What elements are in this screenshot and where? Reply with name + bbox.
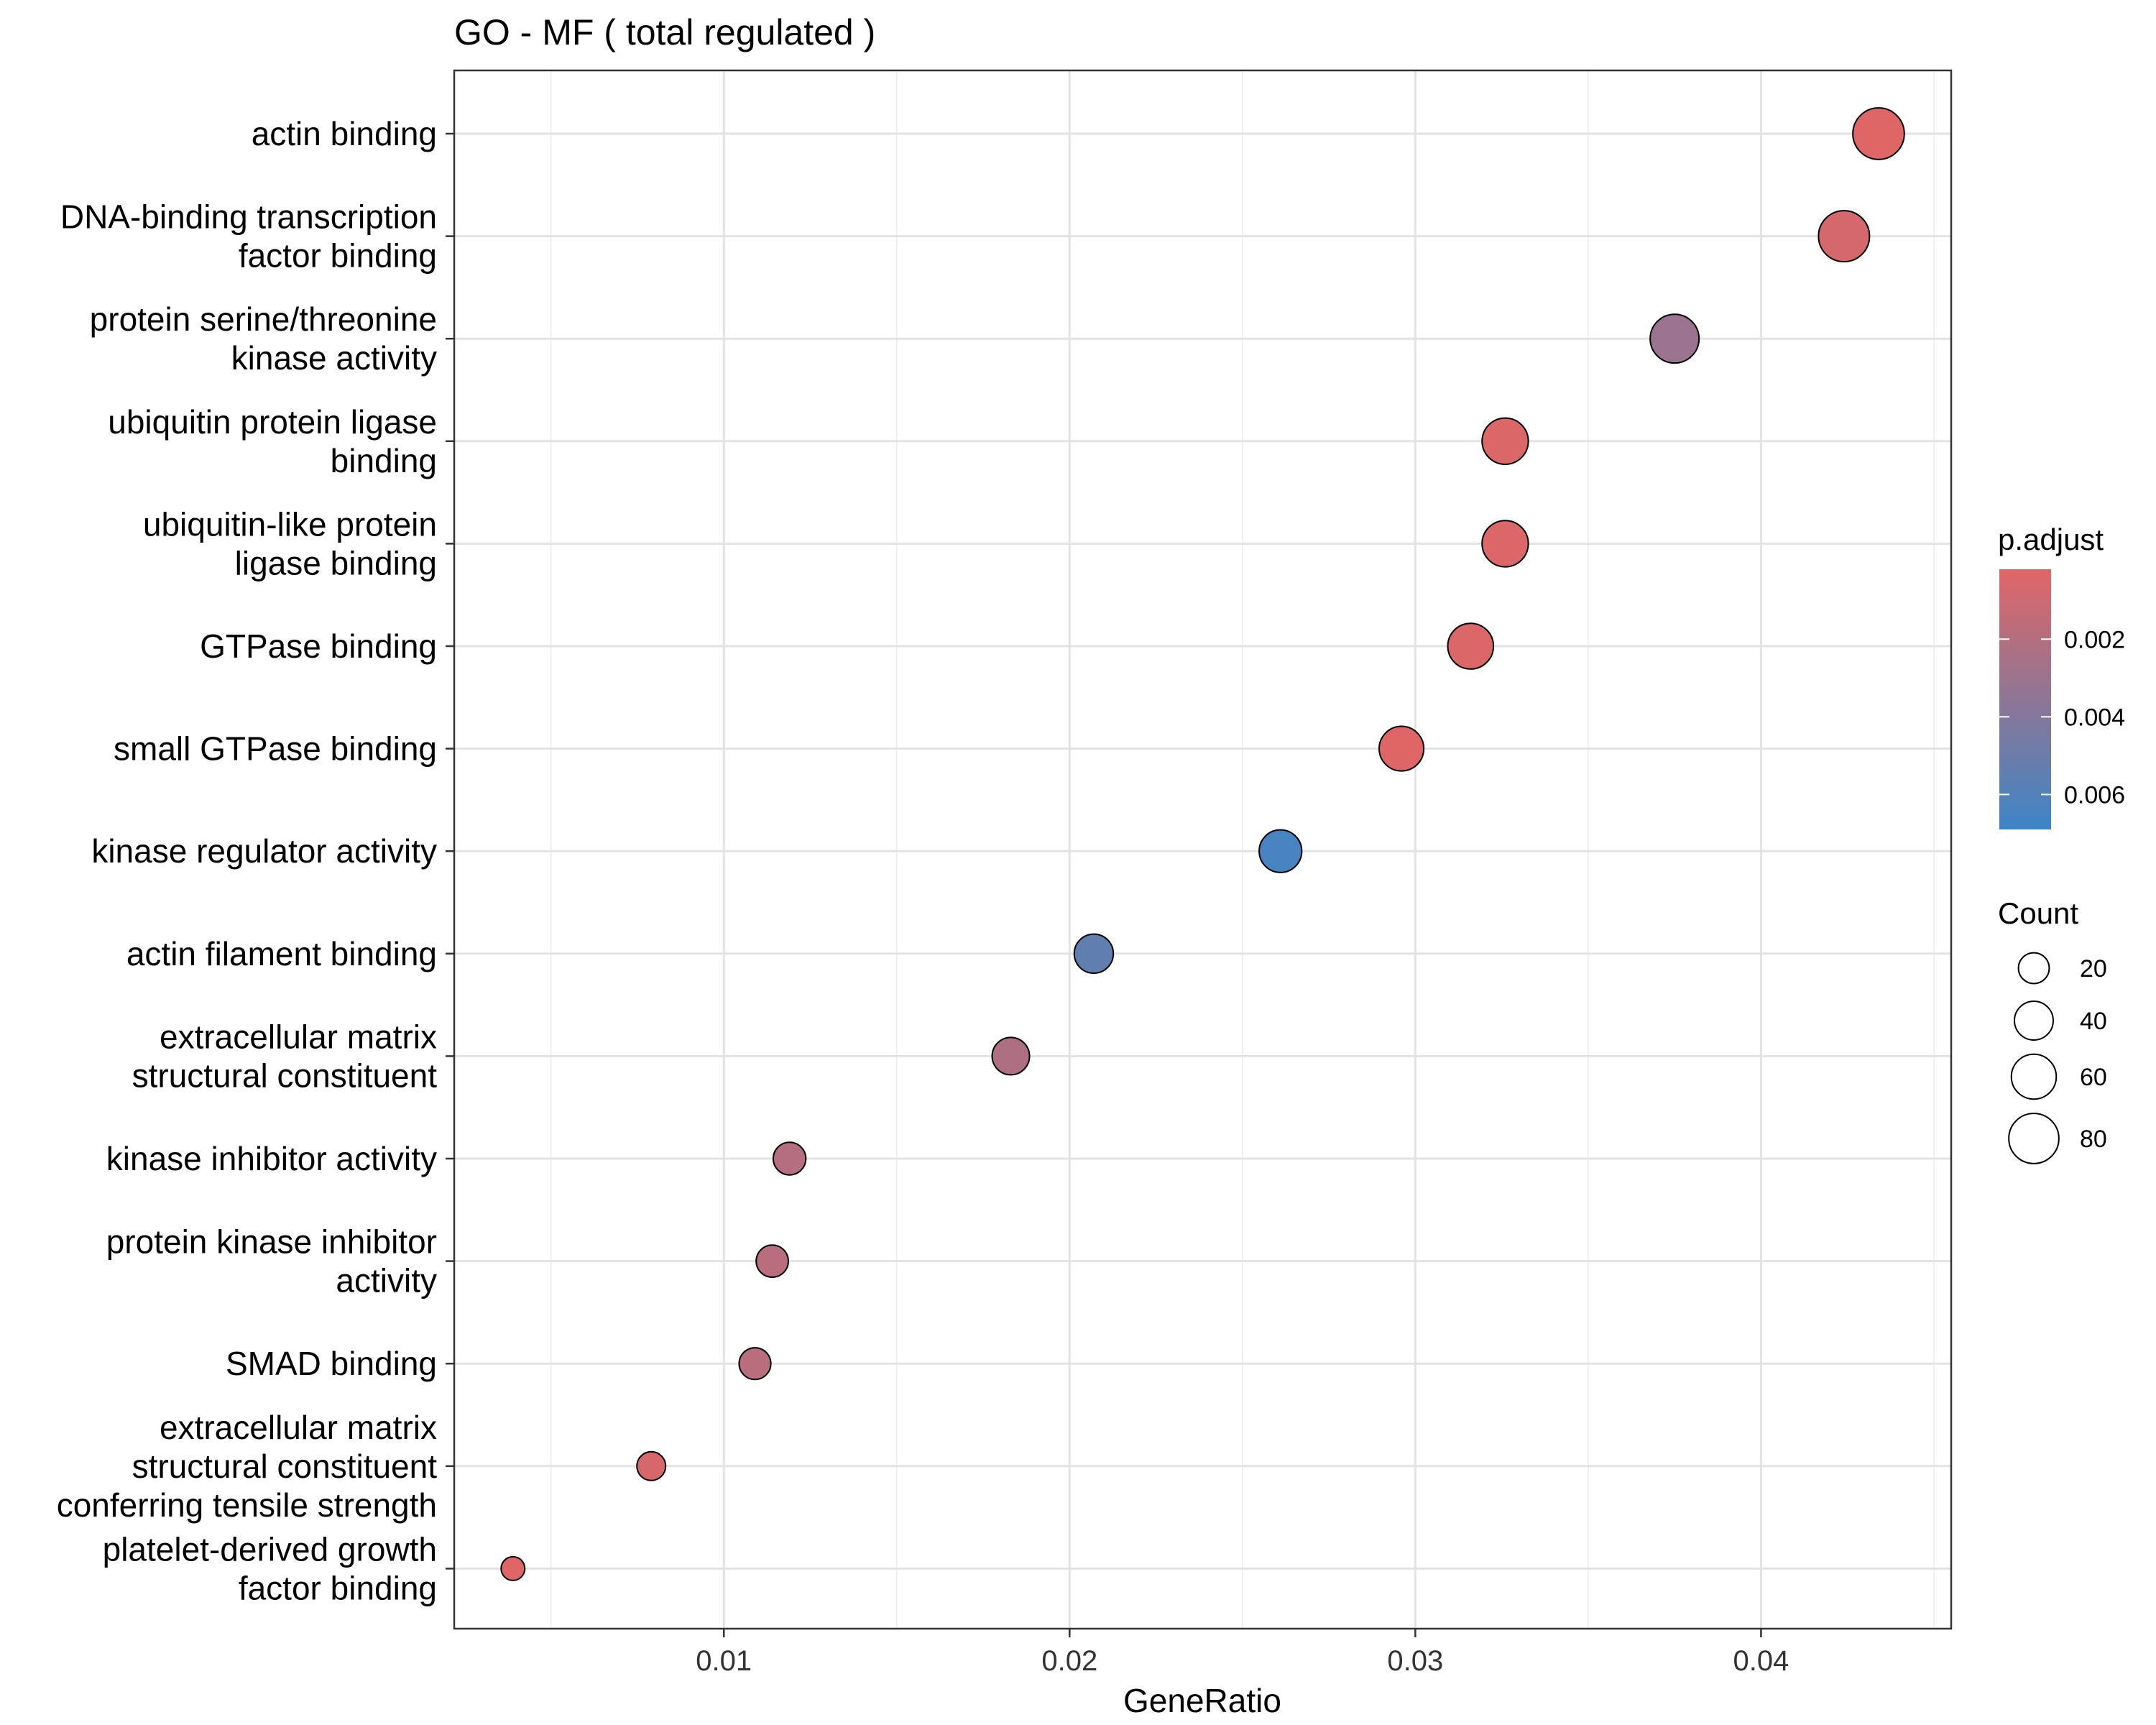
data-point bbox=[1852, 107, 1905, 160]
size-legend-circle bbox=[2017, 952, 2050, 985]
x-tick-label: 0.03 bbox=[1387, 1645, 1443, 1677]
y-tick-label: actin binding bbox=[252, 115, 437, 152]
data-point bbox=[1378, 725, 1425, 772]
data-point bbox=[500, 1555, 526, 1581]
color-legend-title: p.adjust bbox=[1998, 523, 2104, 556]
data-point bbox=[755, 1244, 789, 1278]
data-point bbox=[738, 1347, 772, 1381]
data-point bbox=[772, 1141, 807, 1176]
data-point bbox=[1073, 933, 1115, 975]
plot-panel-border bbox=[453, 69, 1953, 1630]
y-tick-label: SMAD binding bbox=[226, 1345, 437, 1382]
data-point bbox=[636, 1450, 667, 1481]
data-point bbox=[1818, 210, 1871, 263]
y-tick-label: ubiquitin-like protein ligase binding bbox=[143, 505, 437, 581]
size-legend: Count 20 40 60 80 bbox=[1998, 896, 2107, 1164]
y-tick-label: DNA-binding transcription factor binding bbox=[60, 198, 437, 275]
y-tick-label: platelet-derived growth factor binding bbox=[103, 1530, 437, 1606]
size-legend-circle bbox=[2010, 1053, 2058, 1100]
x-tick-label: 0.02 bbox=[1041, 1645, 1097, 1677]
color-legend-label: 0.004 bbox=[2064, 704, 2125, 731]
color-legend-ticks: 0.002 0.004 0.006 bbox=[1999, 626, 2125, 809]
x-axis: 0.01 0.02 0.03 0.04 bbox=[696, 1629, 1789, 1677]
y-tick-label: kinase regulator activity bbox=[91, 832, 437, 870]
x-axis-title: GeneRatio bbox=[1123, 1682, 1281, 1719]
size-legend-label: 40 bbox=[2080, 1008, 2107, 1035]
size-legend-circle bbox=[2008, 1113, 2060, 1164]
data-point bbox=[1481, 417, 1529, 465]
x-tick-label: 0.01 bbox=[696, 1645, 752, 1677]
color-legend-bar bbox=[1999, 569, 2051, 829]
size-legend-title: Count bbox=[1998, 896, 2078, 930]
y-tick-label: small GTPase binding bbox=[114, 730, 437, 768]
y-tick-label: extracellular matrix structural constitue… bbox=[132, 1018, 438, 1094]
x-tick-label: 0.04 bbox=[1733, 1645, 1789, 1677]
y-tick-label: protein kinase inhibitor activity bbox=[106, 1223, 437, 1300]
y-axis-labels: actin binding DNA-binding transcription fa… bbox=[57, 115, 454, 1606]
y-tick-label: kinase inhibitor activity bbox=[106, 1140, 437, 1177]
size-legend-label: 60 bbox=[2080, 1064, 2107, 1091]
data-point bbox=[1447, 622, 1495, 670]
y-tick-label: actin filament binding bbox=[126, 935, 437, 972]
data-point bbox=[1649, 313, 1700, 364]
size-legend-label: 20 bbox=[2080, 955, 2107, 983]
data-point bbox=[1258, 829, 1303, 873]
data-point bbox=[1481, 520, 1529, 568]
color-legend-label: 0.002 bbox=[2064, 626, 2125, 653]
data-point bbox=[991, 1036, 1031, 1076]
grid bbox=[454, 70, 1951, 1629]
data-points bbox=[500, 107, 1905, 1581]
size-legend-label: 80 bbox=[2080, 1126, 2107, 1153]
y-tick-label: ubiquitin protein ligase binding bbox=[108, 403, 437, 479]
y-tick-label: GTPase binding bbox=[200, 627, 437, 665]
size-legend-items: 20 40 60 80 bbox=[2008, 952, 2107, 1164]
size-legend-circle bbox=[2014, 1000, 2054, 1041]
y-tick-label: extracellular matrix structural constitue… bbox=[57, 1409, 438, 1524]
color-legend: p.adjust 0.002 0.004 0.006 bbox=[1998, 523, 2125, 829]
color-legend-label: 0.006 bbox=[2064, 781, 2125, 809]
chart-title: GO - MF ( total regulated ) bbox=[454, 12, 875, 52]
y-tick-label: protein serine/threonine kinase activity bbox=[90, 300, 437, 377]
